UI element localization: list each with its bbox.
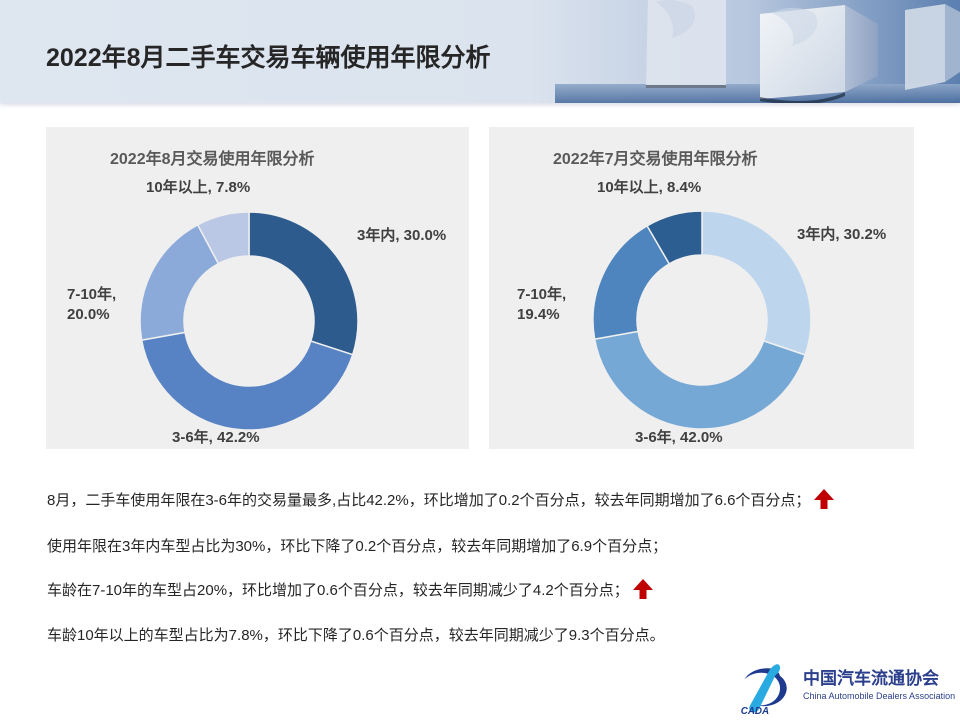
svg-text:CADA: CADA	[741, 706, 769, 716]
